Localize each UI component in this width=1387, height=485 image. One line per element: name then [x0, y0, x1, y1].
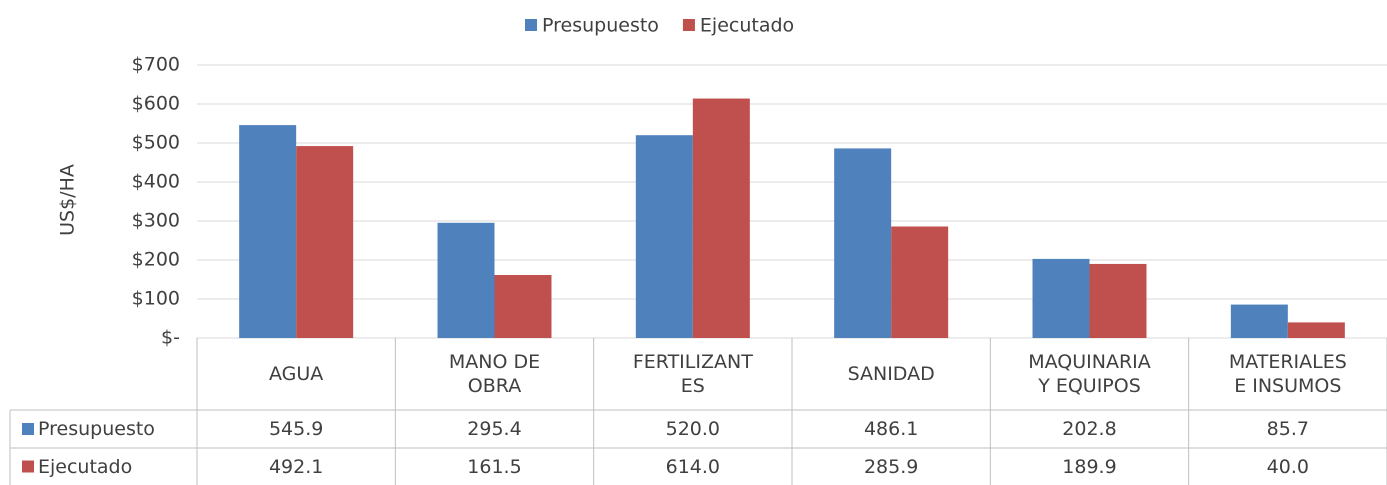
legend-label: Ejecutado [700, 15, 794, 37]
y-tick-label: $300 [132, 210, 180, 232]
legend-key [682, 19, 695, 31]
category-label: MAQUINARIA Y EQUIPOS [1028, 351, 1151, 397]
legend-key [525, 19, 537, 31]
bar [692, 98, 750, 338]
legend-label: Presupuesto [542, 15, 659, 37]
legend-key [22, 460, 34, 473]
row-header: Presupuesto [38, 418, 155, 440]
bar [239, 125, 297, 338]
table-value: 161.5 [467, 455, 522, 478]
table-value: 520.0 [665, 418, 721, 440]
y-tick-label: $700 [132, 54, 180, 76]
bar [834, 148, 892, 338]
bar [494, 275, 552, 338]
bar [1287, 322, 1345, 338]
bar [437, 222, 495, 338]
y-tick-label: $400 [132, 171, 180, 193]
y-tick-label: $600 [132, 93, 180, 115]
table-value: 492.1 [268, 455, 324, 478]
y-axis-label: US$/HA [57, 164, 79, 236]
bar [635, 135, 693, 338]
row-header: Ejecutado [38, 455, 133, 478]
y-tick-label: $500 [132, 132, 180, 154]
table-value: 486.1 [863, 418, 919, 440]
bar [891, 226, 949, 338]
table-value: 614.0 [665, 455, 721, 478]
bar [1032, 258, 1090, 338]
table-value: 545.9 [268, 418, 324, 440]
category-label: SANIDAD [847, 363, 935, 385]
bar [1089, 263, 1147, 338]
bar [296, 146, 354, 338]
table-value: 295.4 [467, 418, 522, 440]
table-value: 85.7 [1266, 418, 1309, 440]
y-tick-label: $- [161, 327, 180, 349]
table-value: 285.9 [863, 455, 919, 478]
category-label: FERTILIZANT ES [632, 351, 753, 397]
bar [1230, 304, 1288, 338]
y-tick-label: $200 [132, 249, 180, 271]
table-value: 40.0 [1266, 455, 1309, 478]
category-label: MATERIALES E INSUMOS [1228, 351, 1347, 397]
category-label: MANO DE OBRA [448, 351, 541, 397]
table-value: 202.8 [1062, 418, 1117, 440]
legend-key [22, 423, 34, 435]
category-label: AGUA [269, 363, 324, 385]
table-value: 189.9 [1062, 455, 1117, 478]
y-tick-label: $100 [132, 288, 180, 310]
